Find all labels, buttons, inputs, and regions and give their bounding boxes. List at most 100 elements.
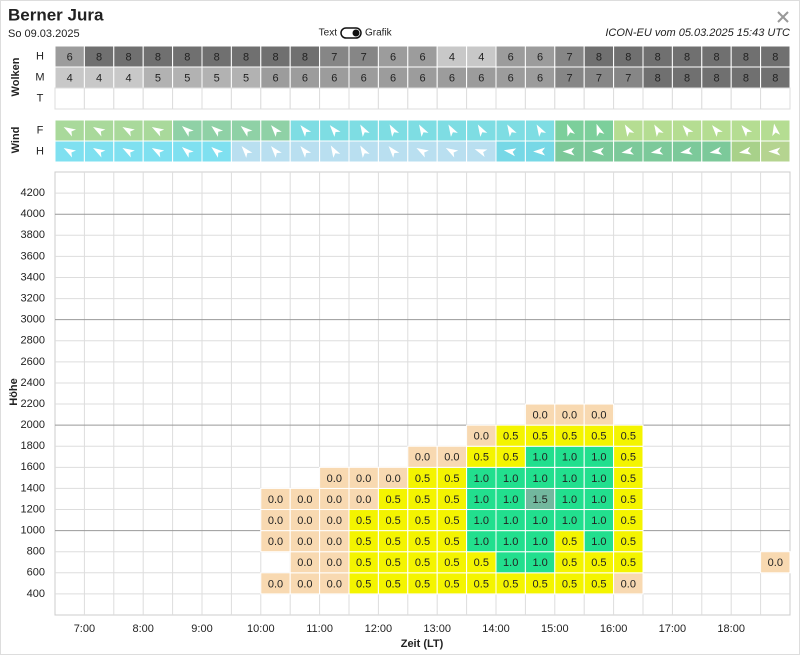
lift-value: 0.5 xyxy=(532,578,547,590)
lift-value: 0.5 xyxy=(385,557,400,569)
wind-arrow xyxy=(360,145,370,158)
lift-cell xyxy=(760,551,791,574)
row-label: H xyxy=(36,145,44,157)
wind-arrow xyxy=(591,147,604,156)
empty-cell xyxy=(289,87,321,110)
lift-value: 0.5 xyxy=(356,515,371,527)
lift-value: 1.0 xyxy=(474,536,489,548)
cloud-value: 6 xyxy=(419,51,425,63)
wind-arrow xyxy=(240,126,253,137)
cloud-value: 8 xyxy=(96,51,102,63)
wind-arrow xyxy=(151,148,165,158)
lift-value: 0.5 xyxy=(621,452,636,464)
cloud-value: 8 xyxy=(713,51,719,63)
toggle-label[interactable]: Text xyxy=(319,28,338,39)
lift-value: 0.0 xyxy=(268,494,283,506)
y-tick-label: 4000 xyxy=(21,208,45,220)
y-tick-label: 3200 xyxy=(21,292,45,304)
lift-value: 0.5 xyxy=(356,536,371,548)
lift-value: 0.5 xyxy=(621,557,636,569)
empty-cell xyxy=(701,87,732,110)
lift-value: 1.0 xyxy=(503,536,518,548)
wind-arrow xyxy=(181,147,194,158)
y-tick-label: 400 xyxy=(27,588,45,600)
cloud-value: 6 xyxy=(537,51,543,63)
toggle-label[interactable]: Grafik xyxy=(365,28,393,39)
lift-value: 0.5 xyxy=(621,515,636,527)
x-tick-label: 13:00 xyxy=(423,623,451,635)
empty-cell xyxy=(377,87,409,110)
cloud-value: 8 xyxy=(625,51,631,63)
empty-cell xyxy=(671,87,703,110)
lift-value: 0.0 xyxy=(268,536,283,548)
empty-cell xyxy=(54,87,85,110)
empty-cell xyxy=(113,87,144,110)
lift-value: 0.5 xyxy=(621,473,636,485)
cloud-value: 4 xyxy=(478,51,484,63)
x-tick-label: 11:00 xyxy=(306,623,333,635)
lift-value: 1.0 xyxy=(562,494,577,506)
cloud-value: 8 xyxy=(772,51,778,63)
close-button[interactable] xyxy=(777,11,789,23)
lift-value: 0.5 xyxy=(356,578,371,590)
empty-cell xyxy=(142,87,174,110)
lift-value: 0.0 xyxy=(591,410,606,422)
lift-value: 0.5 xyxy=(444,473,459,485)
lift-value: 0.0 xyxy=(444,452,459,464)
cloud-value: 6 xyxy=(272,72,278,84)
toggle[interactable] xyxy=(340,27,362,39)
wind-arrow xyxy=(654,124,664,137)
wind-arrow xyxy=(63,148,77,158)
cloud-value: 7 xyxy=(566,51,572,63)
lift-value: 1.0 xyxy=(503,494,518,506)
wind-arrow xyxy=(682,125,694,137)
empty-cell xyxy=(319,87,350,110)
x-tick-label: 7:00 xyxy=(74,623,95,635)
wind-arrow xyxy=(741,125,753,137)
cloud-value: 6 xyxy=(390,72,396,84)
y-axis-title: Höhe xyxy=(8,378,20,406)
cloud-value: 8 xyxy=(743,51,749,63)
lift-value: 1.0 xyxy=(474,515,489,527)
empty-cell xyxy=(436,87,468,110)
wind-arrow xyxy=(416,148,429,158)
empty-cell xyxy=(260,87,291,110)
empty-cell xyxy=(83,87,115,110)
lift-value: 1.0 xyxy=(503,557,518,569)
lift-value: 1.0 xyxy=(562,515,577,527)
cloud-value: 6 xyxy=(478,72,484,84)
lift-value: 0.0 xyxy=(356,473,371,485)
lift-value: 0.0 xyxy=(297,536,312,548)
wind-arrow xyxy=(389,124,400,137)
empty-cell xyxy=(201,87,232,110)
wind-arrow xyxy=(507,124,517,137)
x-tick-label: 10:00 xyxy=(247,623,275,635)
y-tick-label: 1200 xyxy=(21,503,45,515)
lift-value: 0.5 xyxy=(621,494,636,506)
cloud-value: 7 xyxy=(361,51,367,63)
wind-arrow xyxy=(300,125,312,137)
wind-arrow xyxy=(388,146,400,158)
cloud-value: 6 xyxy=(449,72,455,84)
lift-value: 0.5 xyxy=(415,536,430,548)
date: So 09.03.2025 xyxy=(8,28,80,40)
wind-arrow xyxy=(122,148,135,158)
wind-arrow xyxy=(271,125,282,137)
wind-arrow xyxy=(596,123,605,137)
y-tick-label: 2400 xyxy=(21,377,45,389)
lift-value: 0.5 xyxy=(415,494,430,506)
lift-value: 0.5 xyxy=(591,557,606,569)
lift-value: 0.0 xyxy=(327,494,342,506)
empty-cell xyxy=(230,87,262,110)
wind-arrow xyxy=(122,127,135,137)
section-label: Wolken xyxy=(10,57,22,96)
wind-arrow xyxy=(241,146,253,158)
lift-value: 1.0 xyxy=(591,452,606,464)
cloud-value: 7 xyxy=(566,72,572,84)
wind-arrow xyxy=(772,123,781,137)
cloud-value: 4 xyxy=(449,51,455,63)
lift-value: 0.5 xyxy=(474,578,489,590)
lift-value: 0.0 xyxy=(768,557,783,569)
lift-value: 0.5 xyxy=(415,515,430,527)
